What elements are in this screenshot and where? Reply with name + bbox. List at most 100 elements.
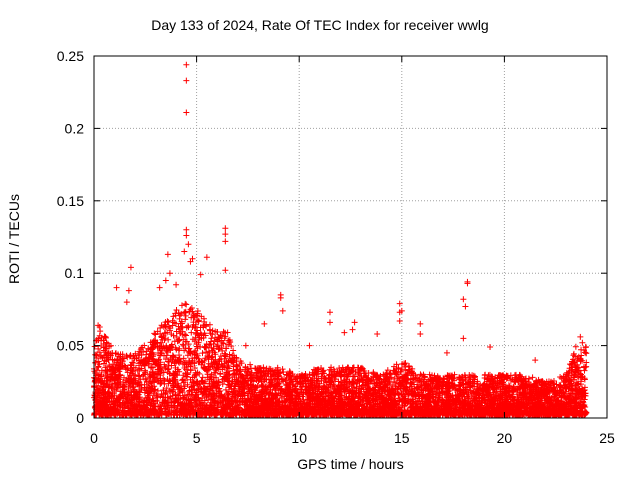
data-point: [229, 359, 236, 366]
data-point: [238, 360, 245, 367]
data-point: [92, 359, 99, 366]
data-point: [102, 333, 109, 340]
data-point: [557, 374, 564, 381]
data-point: [212, 369, 219, 376]
data-point: [336, 399, 343, 406]
data-point: [324, 397, 331, 404]
data-point: [387, 369, 394, 376]
data-point: [121, 362, 128, 369]
data-point: [188, 329, 195, 336]
data-point: [230, 347, 237, 354]
data-point: [222, 386, 229, 393]
data-point: [313, 382, 320, 389]
data-point: [191, 338, 198, 345]
data-point: [214, 361, 221, 368]
data-point: [233, 355, 240, 362]
data-point: [248, 376, 255, 383]
data-point: [553, 381, 560, 388]
data-point: [138, 385, 145, 392]
data-point: [167, 395, 174, 402]
data-point: [164, 376, 171, 383]
data-point: [185, 324, 192, 331]
data-point: [166, 406, 173, 413]
data-point: [572, 343, 579, 350]
data-point: [401, 403, 408, 410]
data-point: [149, 355, 156, 362]
data-point: [188, 314, 195, 321]
data-point: [180, 355, 187, 362]
data-point: [570, 352, 577, 359]
data-point: [202, 344, 209, 351]
data-point: [193, 341, 200, 348]
data-point: [452, 386, 459, 393]
data-point: [219, 339, 226, 346]
data-point: [417, 371, 424, 378]
data-point: [571, 372, 578, 379]
data-point: [134, 367, 141, 374]
data-point: [167, 325, 174, 332]
data-point: [300, 397, 307, 404]
data-point: [181, 364, 188, 371]
data-point: [171, 319, 178, 326]
data-point: [177, 312, 184, 319]
chart-title: Day 133 of 2024, Rate Of TEC Index for r…: [151, 17, 489, 33]
data-point: [162, 335, 169, 342]
data-point: [120, 355, 127, 362]
data-point: [162, 356, 169, 363]
data-point: [179, 341, 186, 348]
data-point: [411, 381, 418, 388]
data-point: [481, 389, 488, 396]
data-point: [162, 330, 169, 337]
data-point: [582, 364, 589, 371]
data-point: [109, 374, 116, 381]
data-point: [91, 343, 98, 350]
data-point: [154, 328, 161, 335]
data-point: [206, 353, 213, 360]
data-point: [413, 401, 420, 408]
data-point: [195, 318, 202, 325]
data-point: [198, 313, 205, 320]
data-point: [142, 375, 149, 382]
data-point: [172, 391, 179, 398]
grid-lines: [94, 56, 607, 418]
data-point: [182, 332, 189, 339]
data-point: [191, 364, 198, 371]
data-point: [523, 380, 530, 387]
data-point: [202, 378, 209, 385]
data-point: [178, 302, 185, 309]
data-point: [177, 396, 184, 403]
data-point: [453, 396, 460, 403]
data-point: [230, 363, 237, 370]
data-point: [152, 331, 159, 338]
data-point: [182, 316, 189, 323]
data-point: [163, 342, 170, 349]
data-point: [111, 386, 118, 393]
data-point: [220, 340, 227, 347]
data-point: [162, 390, 169, 397]
data-point: [194, 345, 201, 352]
data-point: [583, 359, 590, 366]
data-point: [352, 373, 359, 380]
data-point: [581, 363, 588, 370]
data-point: [95, 358, 102, 365]
data-point: [351, 395, 358, 402]
data-point: [191, 313, 198, 320]
data-point: [203, 344, 210, 351]
data-point: [165, 380, 172, 387]
data-point: [168, 331, 175, 338]
data-point: [222, 345, 229, 352]
data-point: [529, 374, 536, 381]
data-point: [182, 300, 189, 307]
data-point: [370, 369, 377, 376]
data-point: [577, 381, 584, 388]
data-point: [197, 324, 204, 331]
data-point: [202, 355, 209, 362]
data-point: [384, 367, 391, 374]
data-point: [332, 376, 339, 383]
data-point: [94, 367, 101, 374]
data-point: [181, 383, 188, 390]
data-point: [195, 386, 202, 393]
data-point: [95, 345, 102, 352]
